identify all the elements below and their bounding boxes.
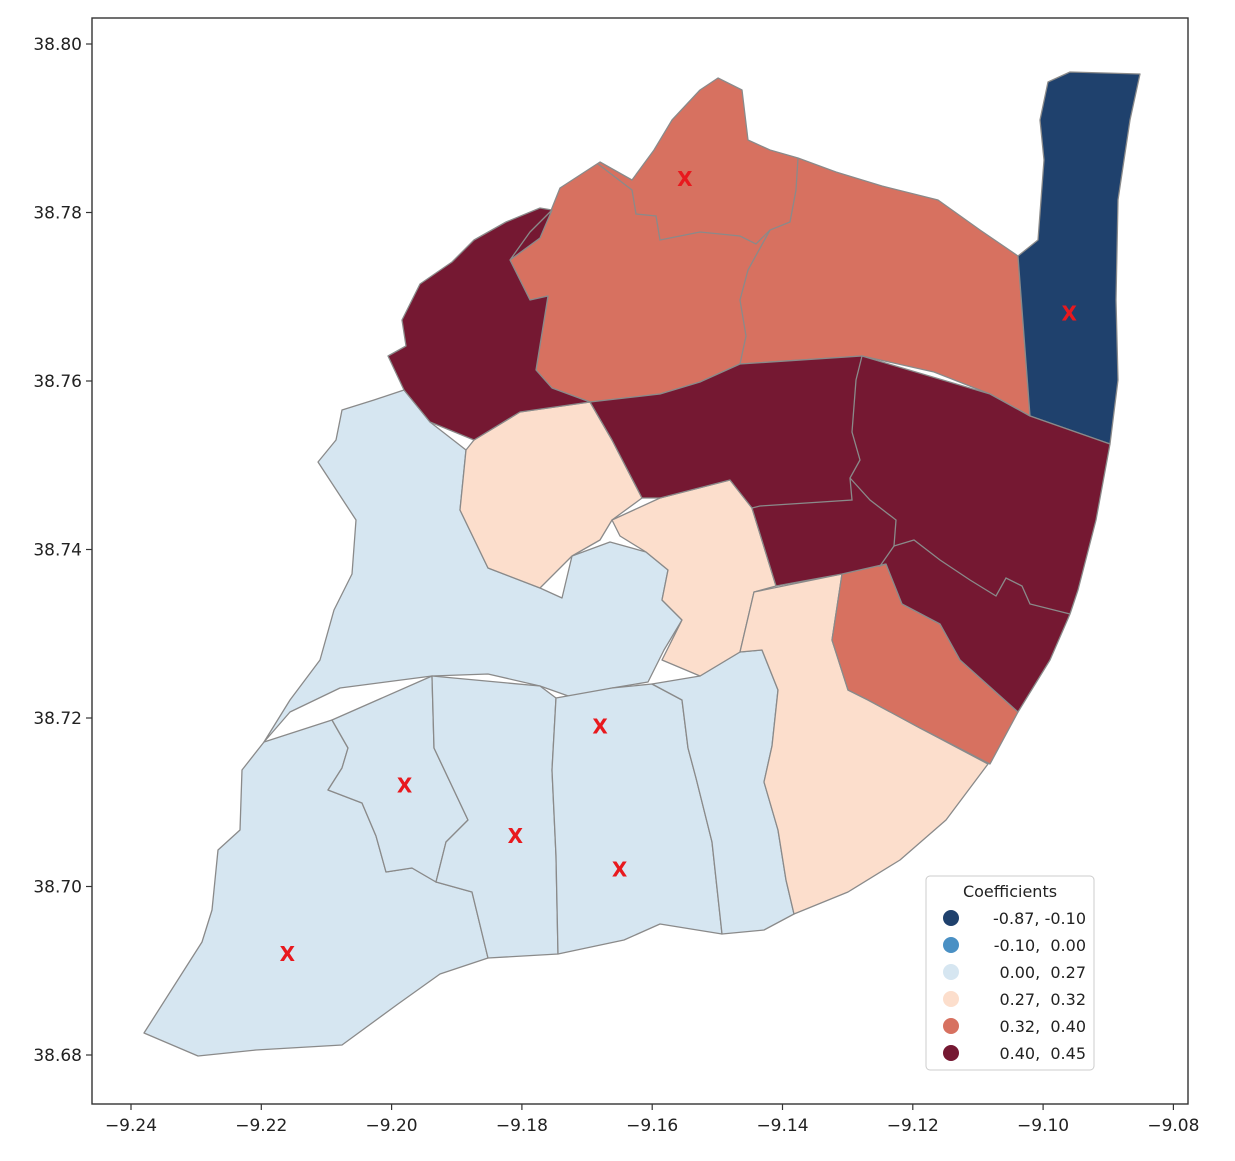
region-west [263, 389, 683, 743]
x-tick-label: −9.10 [1017, 1116, 1069, 1136]
x-tick-label: −9.08 [1147, 1116, 1199, 1136]
y-axis: 38.80 38.78 38.76 38.74 38.72 38.70 38.68 [33, 35, 92, 1066]
legend-swatch [943, 964, 959, 980]
location-marker: X [612, 858, 628, 882]
legend-label: 0.27, 0.32 [999, 990, 1086, 1009]
location-marker: X [1061, 302, 1077, 326]
legend-swatch [943, 991, 959, 1007]
region-boundaries [597, 157, 1071, 615]
legend-label: -0.87, -0.10 [993, 909, 1086, 928]
x-tick-label: −9.16 [626, 1116, 678, 1136]
x-axis: −9.24 −9.22 −9.20 −9.18 −9.16 −9.14 −9.12 −9.10… [105, 1104, 1199, 1136]
legend: Coefficients -0.87, -0.10 -0.10, 0.00 0.00… [925, 875, 1095, 1071]
y-tick-label: 38.80 [33, 35, 82, 55]
boundary-north-2 [739, 229, 771, 365]
location-marker: X [280, 942, 296, 966]
boundary-dark-3 [878, 545, 895, 568]
location-marker: X [592, 714, 608, 738]
legend-box [925, 875, 1095, 1071]
boundary-dark-2 [849, 477, 1071, 615]
legend-title: Coefficients [963, 882, 1057, 901]
location-marker: X [397, 773, 413, 797]
y-tick-label: 38.74 [33, 541, 82, 561]
legend-items: -0.87, -0.10 -0.10, 0.00 0.00, 0.27 0.27, 0… [943, 909, 1086, 1063]
y-tick-label: 38.72 [33, 709, 82, 729]
legend-swatch [943, 1045, 959, 1061]
axes-frame [91, 17, 1189, 1105]
y-tick-label: 38.70 [33, 878, 82, 898]
x-tick-label: −9.14 [756, 1116, 808, 1136]
y-tick-label: 38.78 [33, 204, 82, 224]
x-tick-label: −9.20 [366, 1116, 418, 1136]
boundary-dark-1 [751, 355, 863, 509]
y-tick-label: 38.68 [33, 1046, 82, 1066]
legend-swatch [943, 937, 959, 953]
region-east-navy [1017, 71, 1141, 445]
location-marker: X [508, 824, 524, 848]
region-northwest-dark [387, 207, 591, 441]
x-tick-label: −9.12 [887, 1116, 939, 1136]
legend-swatch [943, 1018, 959, 1034]
y-tick-label: 38.76 [33, 372, 82, 392]
x-tick-label: −9.22 [235, 1116, 287, 1136]
x-tick-label: −9.24 [105, 1116, 157, 1136]
legend-label: 0.40, 0.45 [999, 1044, 1086, 1063]
boundary-north-1 [597, 157, 799, 245]
marker-layer: X X X X X X X [280, 167, 1078, 966]
x-tick-label: −9.18 [496, 1116, 548, 1136]
parish-regions [143, 71, 1141, 1057]
legend-label: -0.10, 0.00 [994, 936, 1086, 955]
location-marker: X [677, 167, 693, 191]
legend-swatch [943, 910, 959, 926]
legend-label: 0.00, 0.27 [999, 963, 1086, 982]
legend-label: 0.32, 0.40 [999, 1017, 1086, 1036]
